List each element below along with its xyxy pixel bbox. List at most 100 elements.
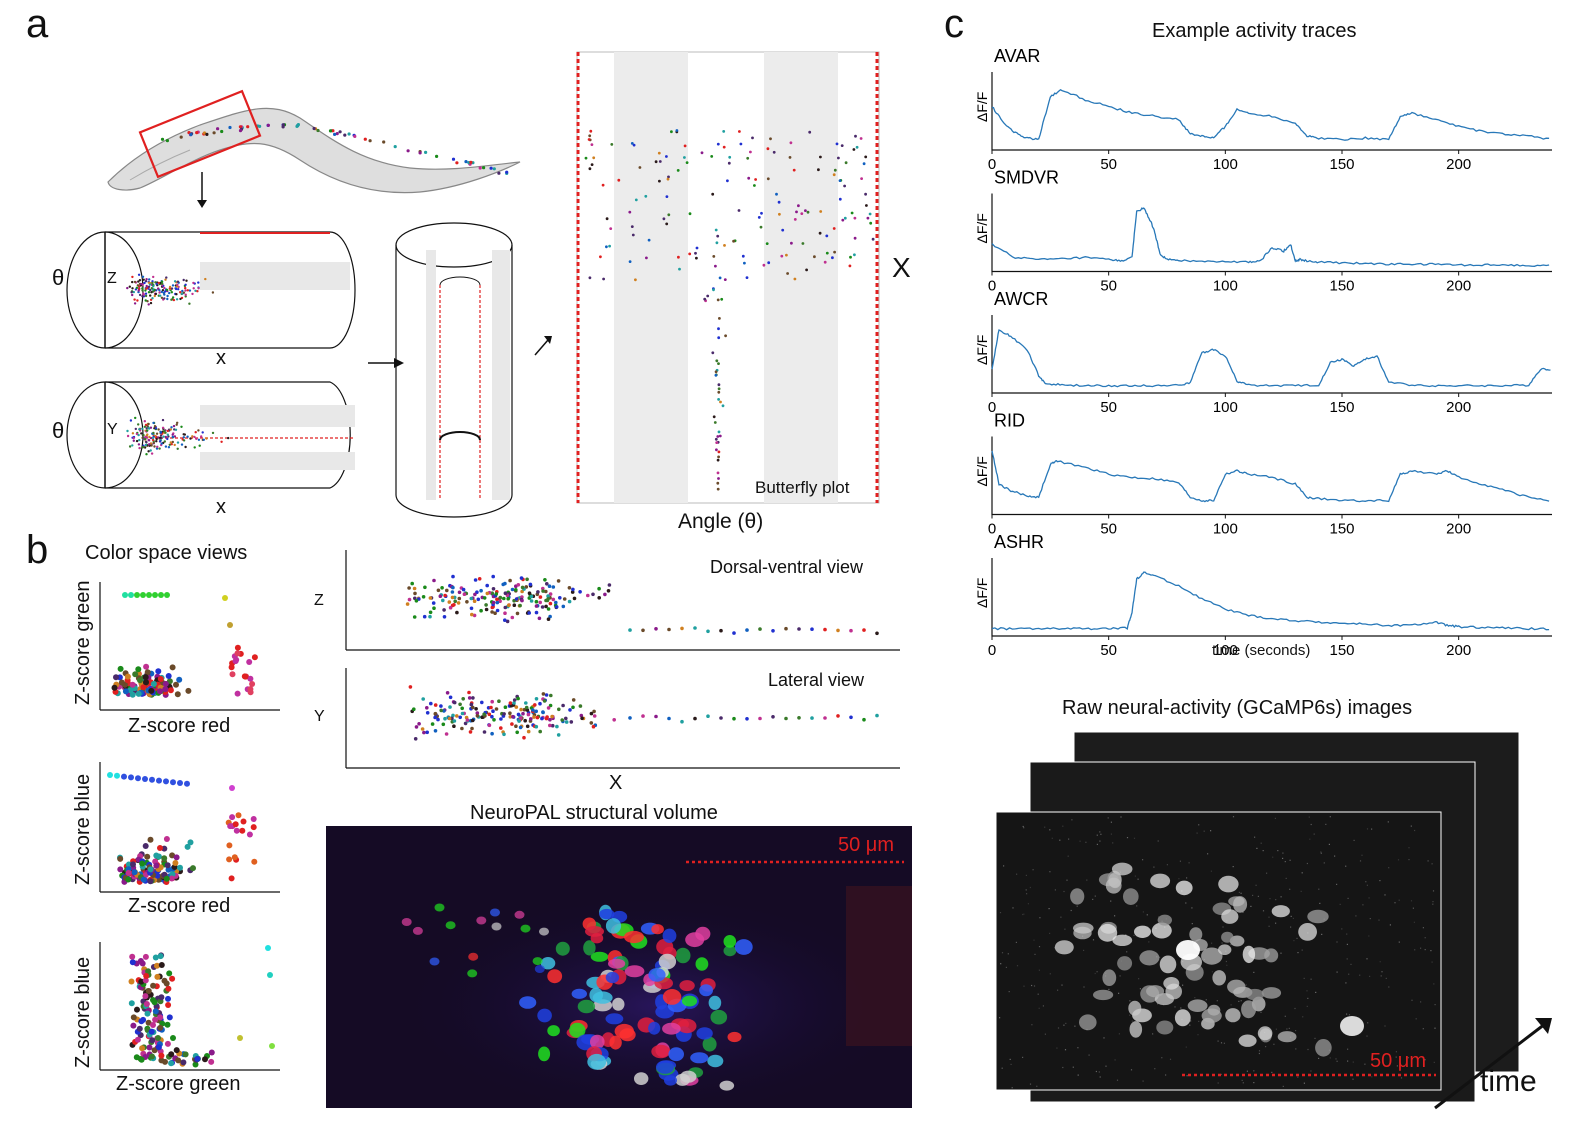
- butterfly-point: [717, 450, 721, 454]
- cylinder-neuron-dot: [173, 435, 177, 438]
- noise-pixel: [1282, 1085, 1284, 1087]
- lateral-point: [535, 715, 540, 720]
- noise-pixel: [1077, 1047, 1079, 1049]
- color-point: [148, 687, 155, 694]
- butterfly-point: [797, 204, 800, 208]
- color-point: [247, 675, 254, 682]
- cylinder-neuron-dot: [147, 285, 151, 288]
- noise-pixel: [1023, 827, 1025, 829]
- noise-pixel: [1318, 1057, 1320, 1059]
- color-point: [167, 687, 174, 694]
- cylinder-neuron-dot: [131, 293, 134, 297]
- color-point: [190, 865, 196, 872]
- cylinder-neuron-dot: [182, 436, 185, 439]
- noise-pixel: [1242, 1082, 1244, 1084]
- noise-pixel: [1137, 878, 1139, 880]
- color-point: [124, 673, 131, 680]
- color-point: [142, 872, 149, 879]
- cylinder-neuron-dot: [142, 445, 145, 449]
- dv-point: [810, 627, 814, 631]
- butterfly-point: [715, 359, 719, 363]
- butterfly-point: [819, 155, 822, 159]
- noise-pixel: [1142, 911, 1144, 913]
- butterfly-point: [695, 246, 699, 250]
- noise-pixel: [1029, 1083, 1032, 1085]
- noise-pixel: [1059, 839, 1061, 841]
- butterfly-point: [715, 441, 719, 444]
- neuropal-neuron: [605, 1013, 624, 1025]
- color-point: [157, 676, 164, 682]
- dv-point: [572, 596, 577, 601]
- cylinder-neuron-dot: [194, 289, 197, 292]
- noise-pixel: [1203, 830, 1205, 832]
- neuropal-neuron: [681, 995, 698, 1007]
- noise-pixel: [1290, 915, 1292, 917]
- angle-label: Angle (θ): [678, 510, 764, 533]
- dv-point: [479, 588, 483, 593]
- cylinder-neuron-dot: [197, 429, 200, 432]
- trace-ylabel: ΔF/F: [974, 213, 990, 243]
- time-arrow: [1434, 1022, 1546, 1110]
- noise-pixel: [1368, 897, 1370, 899]
- dv-point: [440, 586, 444, 590]
- lateral-point: [430, 722, 435, 726]
- x-tick-label: 50: [1100, 156, 1117, 173]
- cylinder-neuron-dot: [135, 286, 139, 289]
- noise-pixel: [1029, 886, 1031, 889]
- dv-point: [525, 577, 529, 582]
- x-tick-label: 200: [1446, 156, 1471, 173]
- trace-axes: [991, 436, 1552, 516]
- noise-pixel: [1049, 871, 1051, 873]
- butterfly-point: [866, 216, 870, 220]
- noise-pixel: [1407, 1057, 1409, 1059]
- lateral-point: [514, 705, 519, 709]
- noise-pixel: [1159, 956, 1161, 958]
- butterfly-point: [676, 169, 680, 172]
- noise-pixel: [1092, 939, 1095, 941]
- dv-point: [477, 577, 482, 581]
- noise-pixel: [1022, 825, 1024, 828]
- lateral-point: [561, 703, 565, 708]
- dv-point: [410, 581, 414, 586]
- cylinder-neuron-dot: [155, 437, 158, 441]
- lateral-point: [578, 704, 583, 708]
- dv-point: [407, 586, 411, 590]
- cylinder-neuron-dot: [150, 452, 154, 455]
- noise-pixel: [1320, 852, 1322, 854]
- cylinder-neuron-dot: [167, 446, 171, 449]
- noise-pixel: [1282, 857, 1284, 859]
- color-point: [142, 993, 149, 1000]
- worm-neuron-dot: [160, 137, 165, 141]
- lateral-point: [444, 732, 449, 736]
- lateral-point: [548, 703, 553, 708]
- noise-pixel: [1431, 961, 1433, 963]
- color-point: [138, 978, 145, 985]
- noise-pixel: [1067, 855, 1069, 857]
- noise-pixel: [1146, 914, 1148, 916]
- worm-neuron-dot: [220, 129, 224, 134]
- color-point: [148, 1028, 155, 1035]
- cylinder-neuron-dot: [182, 291, 186, 294]
- color-point: [135, 666, 142, 673]
- lateral-point: [548, 717, 552, 722]
- noise-pixel: [1032, 869, 1034, 871]
- lateral-point: [482, 712, 486, 717]
- noise-pixel: [1255, 884, 1257, 886]
- noise-pixel: [1096, 843, 1098, 845]
- x-tick-label: 150: [1329, 521, 1354, 538]
- noise-pixel: [1060, 916, 1062, 918]
- butterfly-point: [588, 167, 592, 171]
- color-point: [157, 1024, 164, 1031]
- color-point: [128, 774, 134, 781]
- color-point: [144, 1010, 151, 1017]
- lateral-point: [448, 695, 453, 700]
- color-point: [117, 855, 124, 862]
- dv-point: [667, 627, 671, 632]
- noise-pixel: [1320, 851, 1322, 853]
- dv-point: [519, 576, 524, 580]
- butterfly-point: [587, 138, 591, 141]
- cylinder-neuron-dot: [158, 447, 161, 450]
- worm-neuron-dot: [216, 127, 220, 131]
- color-point: [130, 1014, 137, 1021]
- noise-pixel: [1133, 934, 1135, 936]
